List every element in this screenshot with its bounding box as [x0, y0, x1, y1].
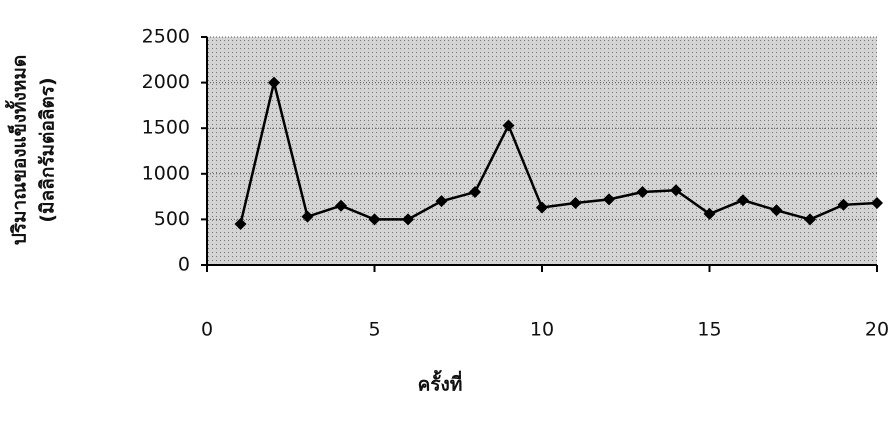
- y-tick-label: 2000: [142, 71, 190, 93]
- x-axis-label: ครั้งที่: [418, 370, 463, 396]
- plot-area: [207, 37, 877, 265]
- x-tick-label: 15: [697, 319, 721, 341]
- y-axis-label: (มิลลิกรัมต่อลิตร): [37, 77, 59, 222]
- y-tick-label: 0: [178, 254, 190, 276]
- y-tick-label: 500: [154, 208, 190, 230]
- x-tick-label: 10: [530, 319, 554, 341]
- y-axis-label: ปริมาณของแข็งทั้งหมด: [5, 55, 31, 245]
- y-tick-label: 1500: [142, 117, 190, 139]
- x-tick-label: 0: [201, 319, 213, 341]
- x-tick-label: 20: [865, 319, 889, 341]
- y-tick-label: 1000: [142, 162, 190, 184]
- chart: ครั้งที่ ปริมาณของแข็งทั้งหมด (มิลลิกรัม…: [0, 0, 894, 427]
- x-tick-label: 5: [368, 319, 380, 341]
- y-tick-label: 2500: [142, 26, 190, 48]
